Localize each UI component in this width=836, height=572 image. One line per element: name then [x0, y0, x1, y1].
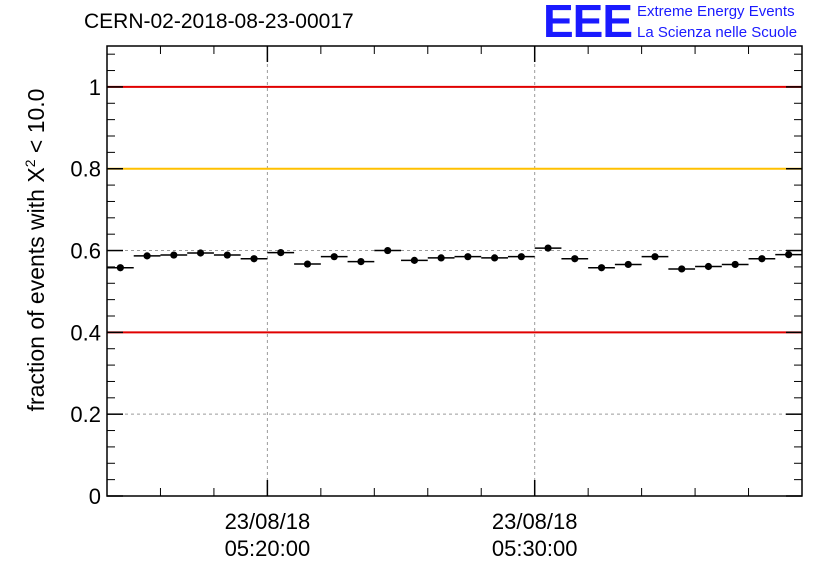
data-point — [143, 252, 151, 260]
data-point — [303, 260, 312, 268]
data-point — [250, 255, 258, 263]
data-point — [571, 255, 579, 263]
data-point — [785, 251, 793, 259]
data-point — [410, 256, 419, 264]
data-point — [597, 264, 606, 272]
data-point — [330, 253, 338, 261]
data-point — [758, 255, 766, 263]
run-title: CERN-02-2018-08-23-00017 — [84, 10, 354, 33]
logo-mark: EEE — [543, 0, 633, 47]
logo-line-2: La Scienza nelle Scuole — [637, 24, 798, 41]
data-point — [223, 251, 231, 259]
data-point — [731, 260, 739, 269]
data-point — [277, 248, 285, 257]
plot-frame — [106, 45, 803, 497]
y-tick-label: 0.6 — [70, 239, 101, 264]
x-tick-label-date: 23/08/18 — [492, 509, 578, 534]
data-point — [678, 265, 686, 273]
data-point — [490, 254, 499, 262]
data-point — [170, 251, 178, 259]
data-point — [651, 253, 659, 261]
data-point — [384, 246, 392, 255]
data-point — [357, 257, 365, 266]
y-tick-label: 0.4 — [70, 320, 101, 345]
data-point — [464, 253, 472, 261]
data-point — [544, 244, 552, 252]
x-tick-label-date: 23/08/18 — [225, 509, 311, 534]
data-point — [196, 249, 205, 257]
eee-logo: EEE Extreme Energy Events La Scienza nel… — [543, 0, 833, 47]
x-tick-label-time: 05:30:00 — [492, 536, 578, 561]
x-tick-label-time: 05:20:00 — [225, 536, 311, 561]
y-tick-label: 0.2 — [70, 402, 101, 427]
data-point — [624, 260, 632, 269]
data-point — [517, 253, 525, 261]
y-tick-label: 0 — [89, 484, 101, 509]
data-point — [437, 254, 445, 262]
y-tick-label: 1 — [89, 75, 101, 100]
data-point — [116, 264, 124, 272]
logo-line-1: Extreme Energy Events — [637, 3, 795, 20]
y-tick-label: 0.8 — [70, 157, 101, 182]
data-point — [704, 262, 713, 271]
